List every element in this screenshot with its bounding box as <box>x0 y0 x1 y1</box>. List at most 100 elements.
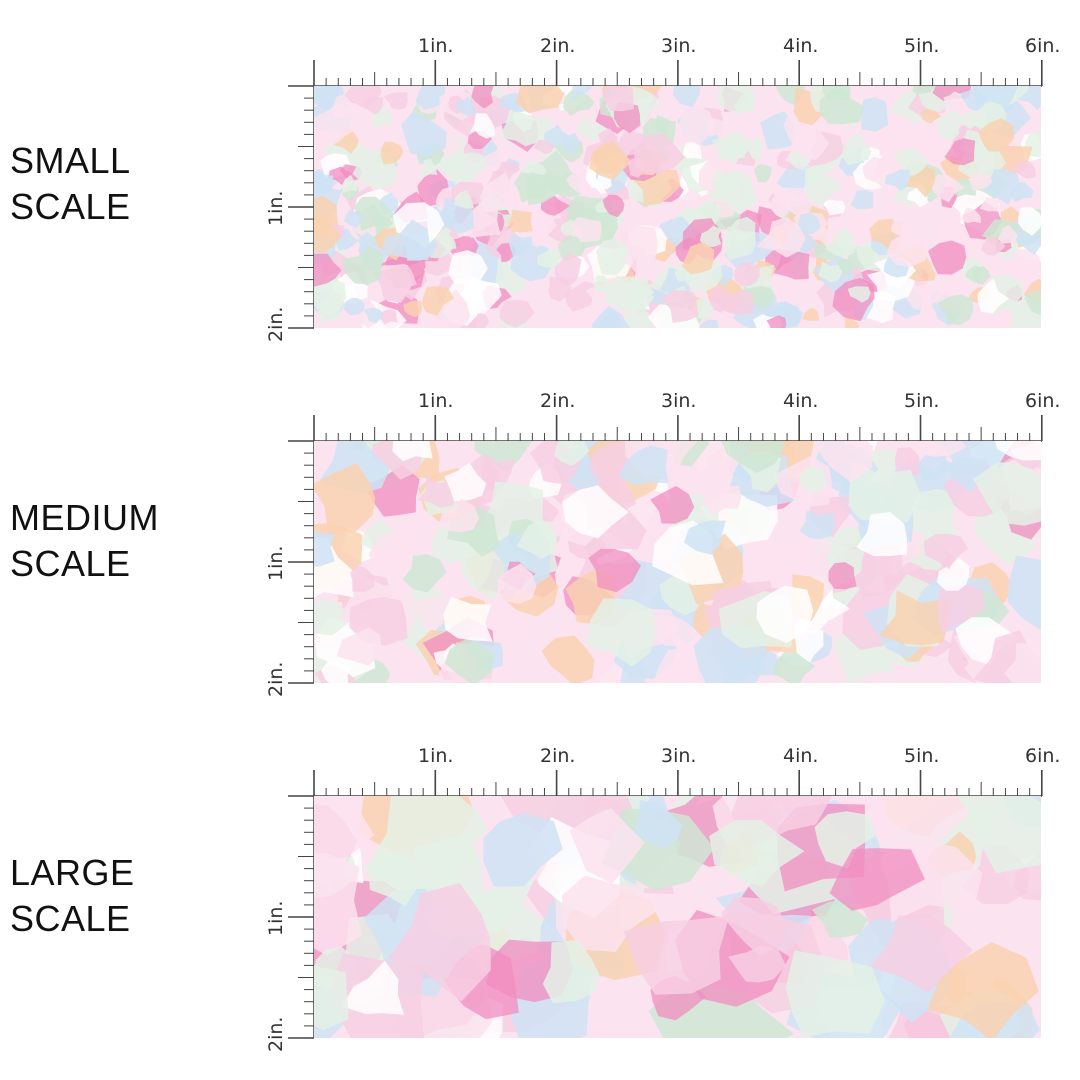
paint-blot <box>596 238 628 276</box>
paint-blot <box>633 134 686 175</box>
paint-blot <box>383 92 408 110</box>
side-ruler <box>288 795 315 1039</box>
paint-blot <box>828 562 857 590</box>
paint-blot <box>1018 207 1041 236</box>
paint-blot <box>494 161 520 182</box>
paint-blot <box>598 128 619 144</box>
paint-blot <box>818 261 843 283</box>
paint-blot <box>920 109 942 124</box>
paint-blot <box>533 139 555 155</box>
fabric-swatch <box>314 796 1041 1038</box>
paint-blot <box>720 896 787 956</box>
top-tick-label: 2in. <box>540 390 575 412</box>
paint-blot <box>822 199 846 216</box>
scale-label: LARGE SCALE <box>10 850 135 942</box>
paint-blot <box>801 308 820 321</box>
paint-blot <box>772 652 816 683</box>
paint-blot <box>734 262 760 286</box>
side-tick-label: 2in. <box>265 662 287 697</box>
paint-blot <box>886 224 931 267</box>
paint-blot <box>1024 290 1041 315</box>
paint-blot <box>955 617 1020 666</box>
paint-blot <box>620 660 646 683</box>
paint-blot <box>704 447 732 478</box>
paint-blot <box>844 316 859 328</box>
paint-blot <box>1010 181 1034 203</box>
paint-blot <box>331 93 355 118</box>
paint-blot <box>357 232 375 251</box>
paint-blot <box>756 206 787 238</box>
paint-blot <box>497 563 537 604</box>
paint-blot <box>594 309 621 328</box>
paint-blot <box>829 848 925 911</box>
top-tick-label: 5in. <box>904 390 939 412</box>
paint-blot <box>766 315 787 328</box>
paint-blot <box>456 96 476 117</box>
paint-blot <box>903 166 936 198</box>
paint-blot <box>814 811 875 869</box>
paint-blot <box>771 187 814 217</box>
scale-label-line2: SCALE <box>10 186 131 227</box>
paint-blot <box>593 275 611 293</box>
paint-blot <box>707 170 754 213</box>
paint-blot <box>445 152 487 186</box>
paint-blot <box>1011 160 1036 179</box>
paint-blot <box>350 566 375 592</box>
paint-blot <box>342 960 404 1015</box>
paint-blot <box>812 227 837 247</box>
paint-blot <box>544 124 571 149</box>
paint-blot <box>756 585 814 643</box>
paint-blot <box>604 276 655 310</box>
paint-blot <box>958 86 987 112</box>
top-tick-label: 1in. <box>418 35 453 57</box>
paint-blot <box>927 942 1039 1038</box>
paint-blot <box>497 109 539 147</box>
paint-blot <box>415 86 446 110</box>
paint-blot <box>645 613 697 646</box>
paint-blot <box>799 509 836 540</box>
paint-blot <box>481 454 515 492</box>
paint-blot <box>479 172 519 209</box>
paint-blot <box>562 485 629 539</box>
paint-blot <box>602 86 635 112</box>
top-tick-label: 4in. <box>783 35 818 57</box>
paint-blot <box>438 498 479 533</box>
paint-blot <box>879 590 951 646</box>
scale-label-line1: MEDIUM <box>10 497 159 538</box>
paint-blot <box>641 205 666 223</box>
top-tick-label: 2in. <box>540 35 575 57</box>
paint-blot <box>353 196 394 231</box>
paint-blot <box>562 132 580 154</box>
paint-blot <box>973 462 1041 526</box>
paint-blot <box>314 964 349 1031</box>
paint-blot <box>362 96 384 115</box>
top-ruler <box>313 415 1043 442</box>
top-tick-label: 3in. <box>661 35 696 57</box>
paint-blot <box>314 171 334 194</box>
top-tick-label: 3in. <box>661 745 696 767</box>
paint-blot <box>756 217 806 258</box>
paint-blot <box>995 441 1041 461</box>
paint-blot <box>314 253 342 287</box>
paint-blot <box>923 533 969 570</box>
top-tick-label: 3in. <box>661 390 696 412</box>
paint-blot <box>387 883 491 1002</box>
scale-label: MEDIUM SCALE <box>10 495 159 587</box>
paint-blot <box>1007 555 1041 631</box>
scale-label-line1: SMALL <box>10 140 131 181</box>
top-tick-label: 4in. <box>783 745 818 767</box>
top-tick-label: 6in. <box>1025 745 1060 767</box>
paint-blot <box>937 294 974 325</box>
paint-blot <box>474 441 532 472</box>
paint-blot <box>364 307 384 324</box>
paint-blot <box>798 212 820 236</box>
top-ruler <box>313 60 1043 87</box>
paint-blot <box>623 915 730 995</box>
paint-blot <box>905 275 946 310</box>
paint-blot <box>935 111 963 140</box>
paint-blot <box>944 138 976 166</box>
paint-blot <box>363 464 420 517</box>
paint-blot <box>894 447 921 478</box>
paint-blot <box>314 86 340 103</box>
paint-blot <box>368 531 417 574</box>
